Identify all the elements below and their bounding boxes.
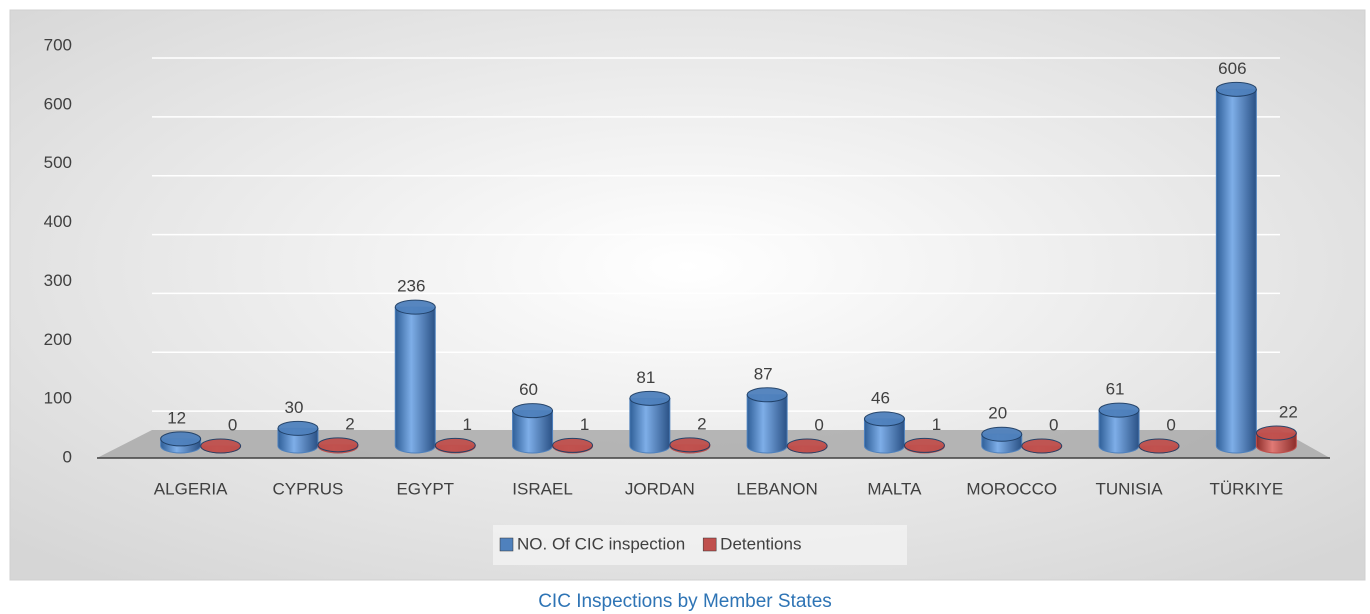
bar-top	[981, 426, 1023, 442]
y-tick-label: 200	[44, 330, 72, 349]
data-label: 22	[1279, 403, 1298, 422]
data-label: 1	[463, 415, 472, 434]
bar	[394, 306, 436, 454]
x-tick-label: EGYPT	[396, 479, 454, 498]
data-label: 81	[636, 368, 655, 387]
bar	[629, 397, 671, 454]
bar-top	[629, 390, 671, 406]
y-tick-label: 400	[44, 212, 72, 231]
bar-top	[394, 299, 436, 315]
data-label: 20	[988, 404, 1007, 423]
x-tick-label: TÜRKIYE	[1210, 479, 1284, 498]
plot-background	[9, 9, 1366, 581]
x-tick-label: JORDAN	[625, 479, 695, 498]
y-tick-label: 300	[44, 271, 72, 290]
data-label: 606	[1218, 59, 1246, 78]
data-label: 2	[345, 414, 354, 433]
bar-top	[317, 437, 359, 453]
legend-label: Detentions	[720, 534, 801, 553]
bar-top	[1138, 438, 1180, 454]
x-tick-label: ISRAEL	[512, 479, 572, 498]
x-tick-label: CYPRUS	[273, 479, 344, 498]
data-label: 30	[284, 398, 303, 417]
bar-top	[552, 437, 594, 453]
data-label: 46	[871, 388, 890, 407]
legend-box	[493, 525, 907, 565]
y-tick-label: 600	[44, 94, 72, 113]
bar-top	[1098, 402, 1140, 418]
bar-top	[786, 438, 828, 454]
bar-top	[160, 431, 202, 447]
data-label: 12	[167, 408, 186, 427]
bar-top	[512, 403, 554, 419]
y-tick-label: 700	[44, 35, 72, 54]
data-label: 2	[697, 414, 706, 433]
data-label: 1	[580, 415, 589, 434]
bar	[746, 394, 788, 454]
y-tick-label: 100	[44, 389, 72, 408]
x-tick-label: ALGERIA	[154, 479, 228, 498]
data-label: 60	[519, 380, 538, 399]
legend-swatch	[499, 537, 514, 552]
bar-top	[863, 411, 905, 427]
x-tick-label: MALTA	[867, 479, 922, 498]
x-tick-label: TUNISIA	[1096, 479, 1164, 498]
data-label: 0	[814, 415, 823, 434]
data-label: 0	[228, 415, 237, 434]
x-tick-label: LEBANON	[737, 479, 818, 498]
bar-top	[434, 437, 476, 453]
bar-top	[277, 420, 319, 436]
bar	[1215, 88, 1257, 454]
chart-title: CIC Inspections by Member States	[538, 591, 832, 612]
y-tick-label: 0	[63, 447, 72, 466]
data-label: 87	[754, 364, 773, 383]
data-label: 0	[1049, 415, 1058, 434]
bar-top	[1021, 438, 1063, 454]
bar-top	[1215, 81, 1257, 97]
y-tick-label: 500	[44, 153, 72, 172]
bar-top	[746, 387, 788, 403]
data-label: 236	[397, 277, 425, 296]
legend-swatch	[702, 537, 717, 552]
data-label: 1	[932, 415, 941, 434]
data-label: 0	[1166, 415, 1175, 434]
bar-top	[200, 438, 242, 454]
bar-top	[903, 437, 945, 453]
x-tick-label: MOROCCO	[966, 479, 1057, 498]
bar-top	[1255, 425, 1297, 441]
bar-top	[669, 437, 711, 453]
data-label: 61	[1106, 380, 1125, 399]
legend-label: NO. Of CIC inspection	[517, 534, 685, 553]
